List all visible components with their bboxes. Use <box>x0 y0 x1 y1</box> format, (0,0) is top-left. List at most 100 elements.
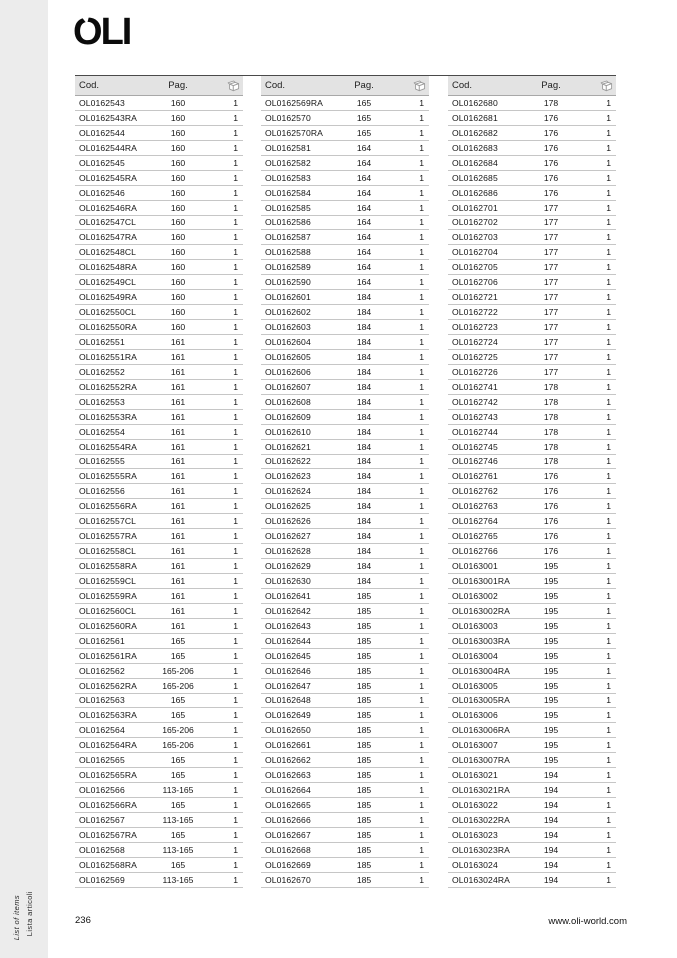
qty-value: 1 <box>233 650 238 661</box>
pag-value: 184 <box>356 531 372 542</box>
package-icon <box>395 79 429 93</box>
pag-value: 184 <box>356 456 372 467</box>
pag-value: 195 <box>543 695 559 706</box>
qty-value: 1 <box>606 814 611 825</box>
table-row: OL0162587 164 1 <box>261 230 429 246</box>
table-row: OL0162565 165 1 <box>75 753 243 769</box>
pag-value: 161 <box>170 351 186 362</box>
pag-value: 194 <box>543 814 559 825</box>
qty-value: 1 <box>606 501 611 512</box>
table-row: OL0162605 184 1 <box>261 350 429 365</box>
col-header-cod: Cod. <box>265 80 286 91</box>
qty-value: 1 <box>233 770 238 781</box>
table-row: OL0162568 113-165 1 <box>75 843 243 858</box>
qty-value: 1 <box>419 620 424 631</box>
pag-value: 161 <box>170 411 186 422</box>
table-row: OL0162555 161 1 <box>75 455 243 470</box>
logo-notch <box>80 13 92 25</box>
pag-value: 176 <box>543 546 559 557</box>
table-row: OL0163002 195 1 <box>448 589 616 604</box>
pag-value: 184 <box>356 561 372 572</box>
pag-value: 177 <box>543 202 559 213</box>
pag-value: 177 <box>543 247 559 258</box>
qty-value: 1 <box>606 217 611 228</box>
table-row: OL0162662 185 1 <box>261 753 429 769</box>
pag-value: 161 <box>170 501 186 512</box>
cod-value: OL0162666 <box>265 814 311 825</box>
table-row: OL0163007RA 195 1 <box>448 753 616 769</box>
table-row: OL0162549CL 160 1 <box>75 275 243 291</box>
qty-value: 1 <box>419 770 424 781</box>
cod-value: OL0162564 <box>79 725 125 736</box>
qty-value: 1 <box>606 605 611 616</box>
pag-value: 185 <box>356 635 372 646</box>
qty-value: 1 <box>606 844 611 855</box>
pag-value: 161 <box>170 471 186 482</box>
pag-value: 195 <box>543 561 559 572</box>
qty-value: 1 <box>233 665 238 676</box>
pag-value: 194 <box>543 785 559 796</box>
cod-value: OL0162624 <box>265 486 311 497</box>
qty-value: 1 <box>233 187 238 198</box>
pag-value: 165 <box>170 829 186 840</box>
qty-value: 1 <box>419 829 424 840</box>
cod-value: OL0162587 <box>265 232 311 243</box>
pag-value: 165-206 <box>162 665 194 676</box>
pag-value: 177 <box>543 217 559 228</box>
qty-value: 1 <box>419 680 424 691</box>
table-row: OL0162725 177 1 <box>448 350 616 365</box>
table-row: OL0162649 185 1 <box>261 708 429 724</box>
qty-value: 1 <box>606 127 611 138</box>
table-row: OL0162742 178 1 <box>448 395 616 410</box>
qty-value: 1 <box>233 546 238 557</box>
table-row: OL0162648 185 1 <box>261 694 429 709</box>
table-row: OL0162680 178 1 <box>448 96 616 111</box>
cod-value: OL0163021 <box>452 770 498 781</box>
table-row: OL0162626 184 1 <box>261 514 429 530</box>
cod-value: OL0162741 <box>452 381 498 392</box>
qty-value: 1 <box>419 396 424 407</box>
cod-value: OL0162550CL <box>79 307 137 318</box>
table-row: OL0162606 184 1 <box>261 365 429 380</box>
qty-value: 1 <box>419 531 424 542</box>
cod-value: OL0162742 <box>452 396 498 407</box>
pag-value: 160 <box>170 202 186 213</box>
table-row: OL0162630 184 1 <box>261 574 429 589</box>
cod-value: OL0162664 <box>265 785 311 796</box>
qty-value: 1 <box>233 561 238 572</box>
qty-value: 1 <box>419 322 424 333</box>
pag-value: 185 <box>356 755 372 766</box>
pag-value: 185 <box>356 590 372 601</box>
qty-value: 1 <box>606 531 611 542</box>
table-row: OL0162726 177 1 <box>448 365 616 380</box>
cod-value: OL0162583 <box>265 172 311 183</box>
pag-value: 160 <box>170 232 186 243</box>
qty-value: 1 <box>419 650 424 661</box>
table-row: OL0163005RA 195 1 <box>448 694 616 709</box>
table-row: OL0162621 184 1 <box>261 440 429 455</box>
cod-value: OL0162684 <box>452 157 498 168</box>
col-header-cod: Cod. <box>452 80 473 91</box>
qty-value: 1 <box>606 202 611 213</box>
qty-value: 1 <box>233 277 238 288</box>
table-row: OL0163002RA 195 1 <box>448 604 616 619</box>
pag-value: 184 <box>356 411 372 422</box>
cod-value: OL0162551RA <box>79 351 137 362</box>
pag-value: 164 <box>356 217 372 228</box>
pag-value: 195 <box>543 740 559 751</box>
pag-value: 160 <box>170 292 186 303</box>
cod-value: OL0162721 <box>452 292 498 303</box>
qty-value: 1 <box>233 441 238 452</box>
cod-value: OL0162701 <box>452 202 498 213</box>
pag-value: 176 <box>543 516 559 527</box>
pag-value: 194 <box>543 770 559 781</box>
table-row: OL0162553RA 161 1 <box>75 410 243 425</box>
qty-value: 1 <box>233 590 238 601</box>
table-row: OL0162548RA 160 1 <box>75 260 243 276</box>
cod-value: OL0162553 <box>79 396 125 407</box>
cod-value: OL0162582 <box>265 157 311 168</box>
table-row: OL0162544 160 1 <box>75 126 243 141</box>
cod-value: OL0163024RA <box>452 874 510 885</box>
pag-value: 161 <box>170 590 186 601</box>
pag-value: 176 <box>543 157 559 168</box>
